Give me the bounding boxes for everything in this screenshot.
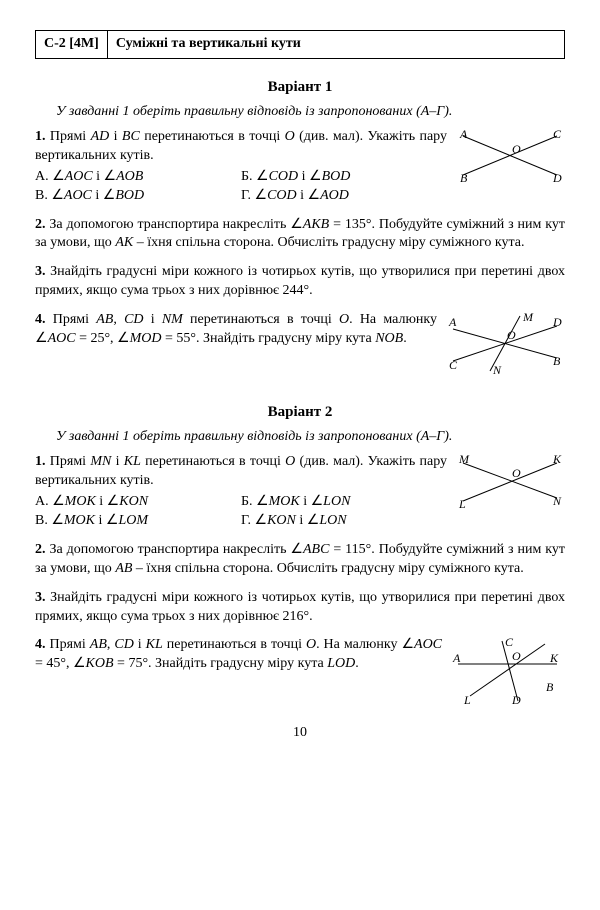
- v1-p4-body: Прямі AB, CD і NM перетинаються в точці …: [35, 312, 437, 346]
- v2-p2-num: 2.: [35, 542, 46, 557]
- opt-row: А. ∠AOC і ∠AOB Б. ∠COD і ∠BOD: [35, 168, 447, 187]
- svg-text:M: M: [522, 311, 534, 324]
- v1-p4-text: 4. Прямі AB, CD і NM перетинаються в точ…: [35, 311, 437, 349]
- svg-text:B: B: [553, 354, 561, 368]
- v2-p1-figure: M K L N O: [455, 453, 565, 508]
- v2-p1-block: 1. Прямі MN і KL перетинаються в точці O…: [35, 454, 447, 488]
- svg-text:C: C: [553, 128, 562, 141]
- v2-problem4: 4. Прямі AB, CD і KL перетинаються в точ…: [35, 636, 565, 706]
- svg-text:C: C: [505, 636, 514, 649]
- v2-p1-optV: В. ∠MOK і ∠LOM: [35, 512, 241, 531]
- v1-p1-text: 1. Прямі AD і BC перетинаються в точці O…: [35, 128, 447, 206]
- v2-p4-body: Прямі AB, CD і KL перетинаються в точці …: [35, 637, 442, 671]
- variant2-title: Варіант 2: [35, 402, 565, 422]
- v2-p4-text: 4. Прямі AB, CD і KL перетинаються в точ…: [35, 636, 442, 674]
- v1-problem1: 1. Прямі AD і BC перетинаються в точці O…: [35, 128, 565, 206]
- svg-text:L: L: [463, 693, 471, 706]
- v2-p3-body: Знайдіть градусні міри кожного із чотирь…: [35, 590, 565, 624]
- v2-p1-optA: А. ∠MOK і ∠KON: [35, 493, 241, 512]
- v2-p1-opts: А. ∠MOK і ∠KON Б. ∠MOK і ∠LON В. ∠MOK і …: [35, 493, 447, 531]
- variant2-instruction: У завданні 1 оберіть правильну відповідь…: [35, 428, 565, 447]
- v1-p1-optG: Г. ∠COD і ∠AOD: [241, 187, 447, 206]
- svg-text:A: A: [448, 315, 457, 329]
- v2-p1-optB: Б. ∠MOK і ∠LON: [241, 493, 447, 512]
- v1-problem2: 2. За допомогою транспортира накресліть …: [35, 216, 565, 254]
- v2-p3-num: 3.: [35, 590, 46, 605]
- svg-text:M: M: [458, 453, 470, 466]
- v1-p2-text: 2. За допомогою транспортира накресліть …: [35, 216, 565, 254]
- v2-problem3: 3. Знайдіть градусні міри кожного із чот…: [35, 589, 565, 627]
- svg-text:K: K: [552, 453, 562, 466]
- v1-p1-block: 1. Прямі AD і BC перетинаються в точці O…: [35, 129, 447, 163]
- v1-p3-num: 3.: [35, 264, 46, 279]
- x-lines-icon: M K L N O: [455, 453, 565, 508]
- three-lines-icon: A K L B C D O: [450, 636, 565, 706]
- svg-text:L: L: [458, 497, 466, 508]
- v1-p1-num: 1.: [35, 129, 46, 144]
- svg-text:D: D: [511, 693, 521, 706]
- header-code: С-2 [4М]: [36, 31, 108, 58]
- svg-text:B: B: [460, 171, 468, 183]
- svg-text:O: O: [512, 649, 521, 663]
- v1-p2-num: 2.: [35, 217, 46, 232]
- header-title: Суміжні та вертикальні кути: [108, 31, 564, 58]
- v2-p1-num: 1.: [35, 454, 46, 469]
- svg-text:A: A: [452, 651, 461, 665]
- v1-problem3: 3. Знайдіть градусні міри кожного із чот…: [35, 263, 565, 301]
- v2-problem1: 1. Прямі MN і KL перетинаються в точці O…: [35, 453, 565, 531]
- svg-text:N: N: [492, 363, 502, 376]
- variant1-instruction: У завданні 1 оберіть правильну відповідь…: [35, 103, 565, 122]
- x-lines-icon: A C B D O: [455, 128, 565, 183]
- svg-text:O: O: [512, 142, 521, 156]
- v1-p2-body: За допомогою транспортира накресліть ∠AK…: [35, 217, 565, 251]
- v2-p2-text: 2. За допомогою транспортира накресліть …: [35, 541, 565, 579]
- svg-text:O: O: [512, 466, 521, 480]
- v1-p1-figure: A C B D O: [455, 128, 565, 183]
- svg-text:D: D: [552, 315, 562, 329]
- svg-text:K: K: [549, 651, 559, 665]
- v2-problem2: 2. За допомогою транспортира накресліть …: [35, 541, 565, 579]
- v1-p1-optA: А. ∠AOC і ∠AOB: [35, 168, 241, 187]
- v2-p1-body: Прямі MN і KL перетинаються в точці O (д…: [35, 454, 447, 488]
- v2-p2-body: За допомогою транспортира накресліть ∠AB…: [35, 542, 565, 576]
- svg-text:B: B: [546, 680, 554, 694]
- svg-text:O: O: [507, 328, 516, 342]
- v1-p4-num: 4.: [35, 312, 46, 327]
- v2-p1-optG: Г. ∠KON і ∠LON: [241, 512, 447, 531]
- svg-text:D: D: [552, 171, 562, 183]
- opt-row: А. ∠MOK і ∠KON Б. ∠MOK і ∠LON: [35, 493, 447, 512]
- svg-text:C: C: [449, 358, 458, 372]
- v1-p3-body: Знайдіть градусні міри кожного із чотирь…: [35, 264, 565, 298]
- v1-problem4: 4. Прямі AB, CD і NM перетинаються в точ…: [35, 311, 565, 376]
- v1-p1-opts: А. ∠AOC і ∠AOB Б. ∠COD і ∠BOD В. ∠AOC і …: [35, 168, 447, 206]
- variant1-title: Варіант 1: [35, 77, 565, 97]
- opt-row: В. ∠AOC і ∠BOD Г. ∠COD і ∠AOD: [35, 187, 447, 206]
- svg-text:A: A: [459, 128, 468, 141]
- v2-p1-text: 1. Прямі MN і KL перетинаються в точці O…: [35, 453, 447, 531]
- v1-p1-optV: В. ∠AOC і ∠BOD: [35, 187, 241, 206]
- opt-row: В. ∠MOK і ∠LOM Г. ∠KON і ∠LON: [35, 512, 447, 531]
- v1-p1-body: Прямі AD і BC перетинаються в точці O (д…: [35, 129, 447, 163]
- v2-p4-num: 4.: [35, 637, 46, 652]
- v1-p4-figure: A B C D M N O: [445, 311, 565, 376]
- v2-p4-figure: A K L B C D O: [450, 636, 565, 706]
- three-lines-icon: A B C D M N O: [445, 311, 565, 376]
- v1-p1-optB: Б. ∠COD і ∠BOD: [241, 168, 447, 187]
- v2-p3-text: 3. Знайдіть градусні міри кожного із чот…: [35, 589, 565, 627]
- page-number: 10: [35, 724, 565, 743]
- v1-p3-text: 3. Знайдіть градусні міри кожного із чот…: [35, 263, 565, 301]
- header-box: С-2 [4М] Суміжні та вертикальні кути: [35, 30, 565, 59]
- svg-text:N: N: [552, 494, 562, 508]
